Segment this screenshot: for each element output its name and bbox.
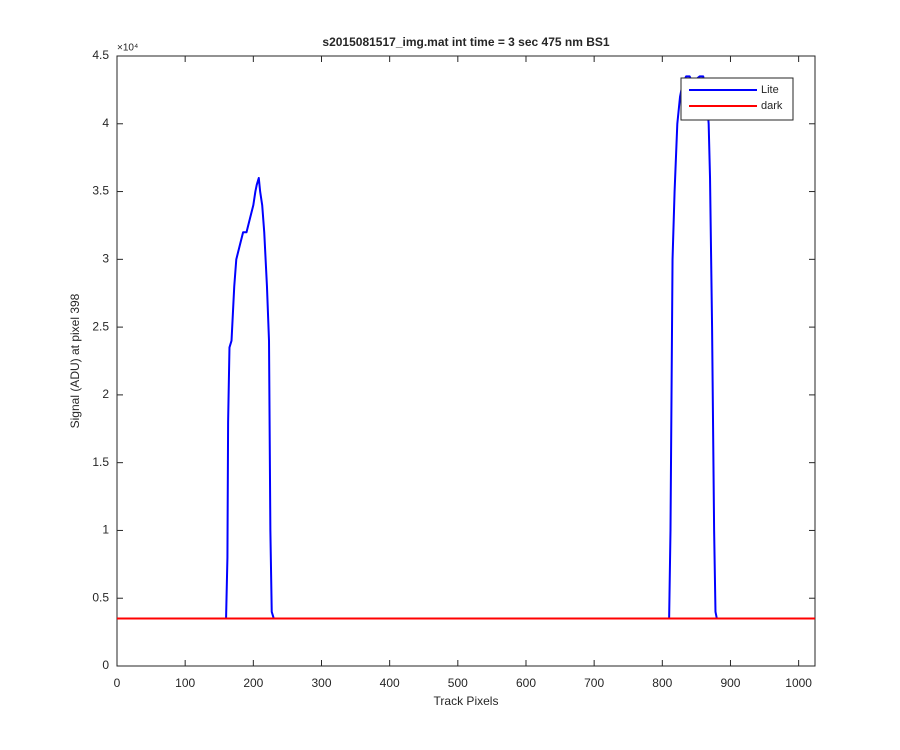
x-tick-label: 300 — [311, 676, 331, 690]
x-tick-label: 500 — [448, 676, 468, 690]
x-tick-label: 900 — [720, 676, 740, 690]
x-tick-label: 1000 — [785, 676, 812, 690]
y-tick-label: 4 — [102, 116, 109, 130]
y-tick-label: 0.5 — [92, 590, 109, 604]
y-tick-label: 0 — [102, 658, 109, 672]
y-tick-label: 1 — [102, 523, 109, 537]
legend-label: Lite — [761, 84, 779, 96]
legend-label: dark — [761, 100, 783, 112]
y-tick-label: 4.5 — [92, 48, 109, 62]
x-tick-label: 700 — [584, 676, 604, 690]
y-tick-label: 3 — [102, 252, 109, 266]
chart-title: s2015081517_img.mat int time = 3 sec 475… — [322, 35, 609, 49]
y-tick-label: 1.5 — [92, 455, 109, 469]
y-tick-label: 3.5 — [92, 184, 109, 198]
x-tick-label: 600 — [516, 676, 536, 690]
y-tick-label: 2 — [102, 387, 109, 401]
x-tick-label: 200 — [243, 676, 263, 690]
x-axis-label: Track Pixels — [434, 694, 499, 708]
plot-area — [116, 55, 816, 667]
y-exponent: ×10⁴ — [117, 43, 138, 54]
legend-box — [680, 77, 794, 121]
x-tick-label: 100 — [175, 676, 195, 690]
y-tick-label: 2.5 — [92, 319, 109, 333]
x-tick-label: 800 — [652, 676, 672, 690]
x-tick-label: 400 — [380, 676, 400, 690]
y-axis-label: Signal (ADU) at pixel 398 — [68, 293, 82, 428]
x-tick-label: 0 — [114, 676, 121, 690]
